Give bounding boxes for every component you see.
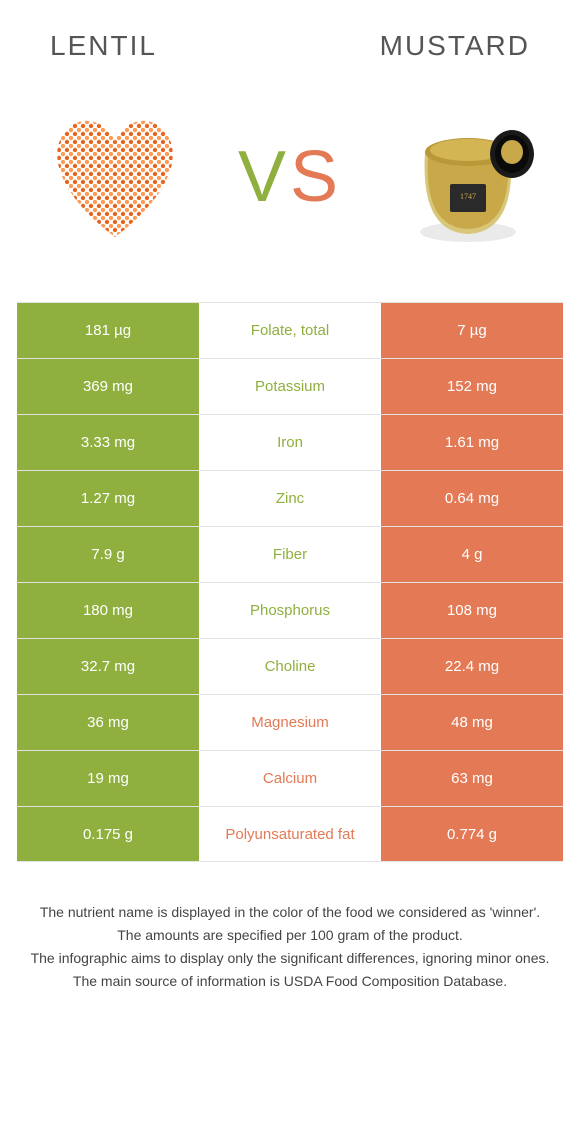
- right-value: 7 µg: [381, 303, 563, 358]
- mustard-jar-icon: 1747: [390, 102, 540, 252]
- footnotes: The nutrient name is displayed in the co…: [30, 902, 550, 992]
- left-value: 1.27 mg: [17, 471, 199, 526]
- right-food-title: MUSTARD: [380, 30, 530, 62]
- left-value: 180 mg: [17, 583, 199, 638]
- left-value: 19 mg: [17, 751, 199, 806]
- nutrient-name: Fiber: [199, 527, 381, 582]
- vs-text: VS: [238, 136, 342, 218]
- right-value: 63 mg: [381, 751, 563, 806]
- left-value: 181 µg: [17, 303, 199, 358]
- right-value: 0.774 g: [381, 807, 563, 861]
- left-value: 36 mg: [17, 695, 199, 750]
- svg-text:1747: 1747: [460, 192, 476, 201]
- left-value: 0.175 g: [17, 807, 199, 861]
- right-value: 108 mg: [381, 583, 563, 638]
- mustard-image: 1747: [380, 92, 550, 262]
- right-value: 0.64 mg: [381, 471, 563, 526]
- nutrient-table: 181 µgFolate, total7 µg369 mgPotassium15…: [17, 302, 563, 862]
- header-titles: LENTIL MUSTARD: [0, 0, 580, 72]
- nutrient-name: Calcium: [199, 751, 381, 806]
- table-row: 0.175 gPolyunsaturated fat0.774 g: [17, 806, 563, 862]
- nutrient-name: Phosphorus: [199, 583, 381, 638]
- footnote-line: The main source of information is USDA F…: [30, 971, 550, 992]
- table-row: 180 mgPhosphorus108 mg: [17, 582, 563, 638]
- right-value: 152 mg: [381, 359, 563, 414]
- right-value: 4 g: [381, 527, 563, 582]
- left-value: 3.33 mg: [17, 415, 199, 470]
- right-value: 1.61 mg: [381, 415, 563, 470]
- footnote-line: The nutrient name is displayed in the co…: [30, 902, 550, 923]
- nutrient-name: Potassium: [199, 359, 381, 414]
- table-row: 7.9 gFiber4 g: [17, 526, 563, 582]
- nutrient-name: Magnesium: [199, 695, 381, 750]
- left-value: 32.7 mg: [17, 639, 199, 694]
- nutrient-name: Iron: [199, 415, 381, 470]
- table-row: 181 µgFolate, total7 µg: [17, 302, 563, 358]
- footnote-line: The amounts are specified per 100 gram o…: [30, 925, 550, 946]
- left-value: 369 mg: [17, 359, 199, 414]
- nutrient-name: Choline: [199, 639, 381, 694]
- right-value: 48 mg: [381, 695, 563, 750]
- right-value: 22.4 mg: [381, 639, 563, 694]
- table-row: 3.33 mgIron1.61 mg: [17, 414, 563, 470]
- footnote-line: The infographic aims to display only the…: [30, 948, 550, 969]
- vs-v: V: [238, 137, 290, 217]
- table-row: 19 mgCalcium63 mg: [17, 750, 563, 806]
- left-value: 7.9 g: [17, 527, 199, 582]
- nutrient-name: Polyunsaturated fat: [199, 807, 381, 861]
- table-row: 32.7 mgCholine22.4 mg: [17, 638, 563, 694]
- vs-row: VS 1747: [0, 72, 580, 302]
- table-row: 369 mgPotassium152 mg: [17, 358, 563, 414]
- nutrient-name: Folate, total: [199, 303, 381, 358]
- table-row: 1.27 mgZinc0.64 mg: [17, 470, 563, 526]
- table-row: 36 mgMagnesium48 mg: [17, 694, 563, 750]
- left-food-title: LENTIL: [50, 30, 157, 62]
- nutrient-name: Zinc: [199, 471, 381, 526]
- vs-s: S: [290, 137, 342, 217]
- lentil-heart-icon: [45, 112, 185, 242]
- lentil-image: [30, 92, 200, 262]
